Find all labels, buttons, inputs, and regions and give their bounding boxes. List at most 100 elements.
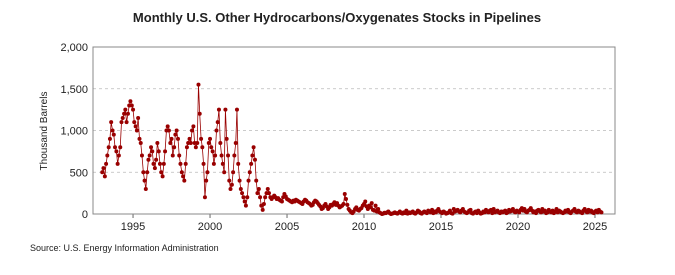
data-point (226, 153, 231, 158)
data-point (216, 107, 221, 112)
data-point (228, 186, 233, 191)
data-point (202, 195, 207, 200)
data-point (231, 170, 236, 175)
data-point (209, 145, 214, 150)
data-point (223, 107, 228, 112)
data-point (233, 141, 238, 146)
data-point (599, 210, 604, 215)
data-point (132, 120, 137, 125)
data-point (197, 111, 202, 116)
data-point (205, 170, 210, 175)
data-point (152, 166, 157, 171)
data-point (168, 141, 173, 146)
data-point (159, 170, 164, 175)
data-point (173, 132, 178, 137)
data-point (243, 203, 248, 208)
data-point (246, 178, 251, 183)
data-point (174, 128, 179, 133)
data-point (146, 157, 151, 162)
data-point (229, 182, 234, 187)
data-point (118, 145, 123, 150)
data-point (341, 201, 346, 206)
data-point (196, 82, 201, 87)
data-point (234, 107, 239, 112)
data-point (240, 191, 245, 196)
data-point (124, 120, 129, 125)
data-point (184, 145, 189, 150)
x-tick-label: 1995 (121, 221, 145, 233)
data-point (125, 111, 130, 116)
data-point (142, 178, 147, 183)
data-point (166, 128, 171, 133)
data-point (155, 141, 160, 146)
data-point (369, 201, 374, 206)
data-point (343, 196, 348, 201)
data-point (172, 145, 177, 150)
x-tick-label: 2015 (429, 221, 453, 233)
data-point (129, 103, 134, 108)
data-point (181, 174, 186, 179)
y-tick-label: 2,000 (60, 42, 88, 54)
data-point (260, 207, 265, 212)
data-point (201, 161, 206, 166)
x-tick-label: 2025 (583, 221, 607, 233)
data-point (242, 199, 247, 204)
data-point (241, 195, 246, 200)
data-point (250, 153, 255, 158)
y-tick-label: 500 (70, 167, 88, 179)
data-point (170, 153, 175, 158)
data-point (254, 178, 259, 183)
data-point (255, 191, 260, 196)
data-point (109, 120, 114, 125)
data-point (376, 206, 381, 211)
data-point (149, 145, 154, 150)
data-point (265, 186, 270, 191)
x-tick-label: 2000 (198, 221, 222, 233)
y-tick-label: 1,000 (60, 126, 88, 138)
data-point (160, 174, 165, 179)
chart-title: Monthly U.S. Other Hydrocarbons/Oxygenat… (133, 10, 541, 25)
data-point (232, 153, 237, 158)
data-point (279, 199, 284, 204)
data-point (368, 205, 373, 210)
data-point (261, 201, 266, 206)
data-point (175, 136, 180, 141)
data-point (218, 141, 223, 146)
data-point (267, 191, 272, 196)
data-point (147, 153, 152, 158)
data-point (161, 161, 166, 166)
data-point (245, 195, 250, 200)
data-point (102, 174, 107, 179)
data-point (157, 161, 162, 166)
data-point (238, 186, 243, 191)
data-point (373, 203, 378, 208)
data-point (200, 145, 205, 150)
x-tick-label: 2005 (275, 221, 299, 233)
data-point (251, 145, 256, 150)
data-point (214, 128, 219, 133)
data-line (101, 84, 602, 215)
data-point (249, 161, 254, 166)
source-note: Source: U.S. Energy Information Administ… (30, 243, 219, 253)
data-point (199, 136, 204, 141)
data-point (191, 124, 196, 129)
data-point (128, 99, 133, 104)
data-point (227, 178, 232, 183)
data-point (210, 149, 215, 154)
data-point (104, 161, 109, 166)
data-point (137, 136, 142, 141)
data-point (468, 207, 473, 212)
data-point (178, 161, 183, 166)
data-point (138, 141, 143, 146)
data-point (154, 157, 159, 162)
data-point (145, 170, 150, 175)
data-point (177, 153, 182, 158)
data-point (120, 115, 125, 120)
data-point (208, 136, 213, 141)
data-point (111, 132, 116, 137)
data-point (211, 161, 216, 166)
data-point (134, 128, 139, 133)
y-tick-label: 1,500 (60, 84, 88, 96)
data-point (206, 141, 211, 146)
